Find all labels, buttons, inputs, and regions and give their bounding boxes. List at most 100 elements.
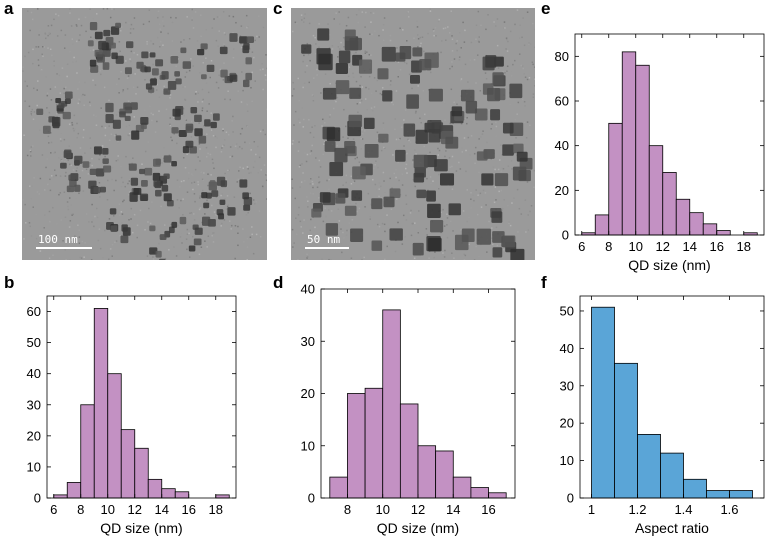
tem-noise	[505, 48, 507, 50]
tem-noise	[220, 194, 222, 197]
tem-noise	[394, 128, 396, 131]
tem-noise	[60, 79, 63, 81]
tem-noise	[81, 169, 84, 172]
tem-noise	[260, 169, 262, 171]
tem-noise	[237, 147, 239, 150]
tem-noise	[149, 222, 152, 225]
tem-noise	[251, 71, 253, 74]
tem-particles-c	[291, 8, 535, 260]
tem-noise	[171, 40, 174, 42]
tem-noise	[159, 40, 162, 43]
tem-noise	[352, 76, 355, 78]
nanocrystal	[126, 41, 134, 49]
nanocrystal	[209, 180, 216, 187]
tem-noise	[317, 74, 320, 77]
tem-noise	[389, 177, 391, 180]
tem-noise	[523, 100, 526, 103]
tem-noise	[84, 16, 87, 19]
tem-noise	[84, 81, 86, 84]
tem-noise	[302, 126, 305, 128]
tem-noise	[144, 229, 146, 231]
tem-noise	[76, 122, 78, 125]
tem-noise	[89, 162, 92, 164]
tem-noise	[72, 169, 75, 171]
tem-noise	[370, 21, 372, 23]
nanocrystal	[389, 188, 401, 198]
tem-noise	[444, 155, 446, 158]
tem-noise	[69, 50, 71, 53]
tem-noise	[201, 189, 204, 192]
tem-noise	[184, 99, 187, 101]
tem-noise	[315, 157, 317, 159]
tem-noise	[359, 84, 361, 87]
tem-noise	[104, 155, 106, 158]
tem-noise	[69, 8, 71, 10]
histogram-bar	[382, 309, 401, 499]
tem-noise	[246, 166, 249, 168]
tem-noise	[192, 188, 194, 191]
tem-noise	[46, 92, 49, 95]
tem-noise	[32, 145, 34, 147]
tem-noise	[466, 220, 468, 223]
tem-noise	[453, 58, 456, 60]
nanocrystal	[410, 75, 420, 84]
nanocrystal	[460, 89, 475, 102]
tem-noise	[250, 149, 252, 151]
tem-noise	[479, 89, 482, 92]
tem-noise	[450, 88, 453, 91]
tem-noise	[206, 246, 208, 248]
tem-noise	[380, 149, 383, 152]
histogram-bar	[706, 490, 730, 499]
tem-noise	[491, 237, 493, 239]
x-tick-label: 14	[683, 239, 697, 254]
tem-noise	[514, 23, 516, 26]
tem-noise	[291, 143, 294, 145]
nanocrystal	[155, 189, 162, 197]
tem-noise	[58, 74, 61, 77]
nanocrystal	[348, 114, 363, 128]
tem-noise	[232, 32, 234, 34]
tem-noise	[111, 243, 114, 246]
tem-noise	[342, 184, 344, 186]
tem-noise	[318, 159, 321, 162]
tem-noise	[92, 79, 94, 82]
tem-noise	[192, 213, 195, 215]
tem-noise	[446, 217, 449, 219]
tem-noise	[136, 186, 138, 189]
nanocrystal	[219, 199, 226, 206]
tem-noise	[199, 71, 201, 74]
tem-noise	[361, 138, 364, 140]
tem-noise	[305, 160, 308, 163]
tem-noise	[516, 113, 518, 115]
tem-noise	[262, 129, 264, 131]
tem-noise	[518, 53, 521, 55]
tem-noise	[108, 67, 111, 69]
tem-noise	[405, 62, 408, 65]
tem-noise	[364, 52, 367, 54]
nanocrystal	[411, 60, 422, 73]
tem-noise	[347, 75, 350, 78]
nanocrystal	[239, 179, 248, 188]
tem-noise	[376, 131, 379, 134]
tem-noise	[173, 116, 175, 118]
tem-noise	[495, 199, 497, 201]
tem-noise	[533, 186, 535, 189]
tem-noise	[378, 225, 381, 228]
tem-noise	[67, 205, 69, 208]
x-tick-label: 1	[588, 502, 595, 517]
tem-noise	[92, 36, 94, 39]
tem-noise	[191, 8, 194, 11]
tem-noise	[173, 132, 175, 135]
tem-noise	[452, 97, 454, 100]
tem-noise	[386, 245, 389, 248]
tem-noise	[64, 216, 67, 219]
tem-noise	[217, 87, 220, 89]
tem-noise	[496, 244, 499, 247]
tem-noise	[50, 152, 52, 154]
tem-noise	[323, 122, 326, 124]
nanocrystal	[513, 143, 524, 154]
tem-noise	[200, 14, 202, 16]
tem-noise	[496, 18, 499, 20]
tem-noise	[419, 97, 421, 100]
